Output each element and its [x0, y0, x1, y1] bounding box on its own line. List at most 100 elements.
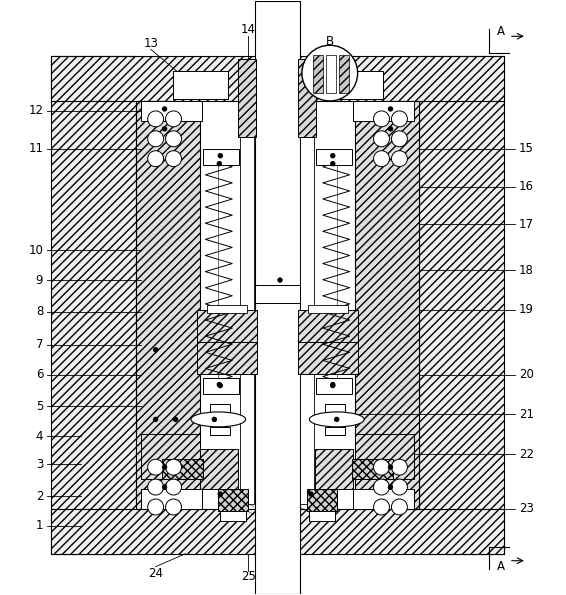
Text: 1: 1 [36, 519, 43, 533]
Text: 4: 4 [36, 430, 43, 443]
Bar [325, 427, 345, 436]
Bar [51, 56, 504, 101]
Circle shape [166, 499, 182, 515]
Circle shape [148, 459, 164, 475]
Bar [298, 342, 358, 374]
Bar [136, 101, 200, 509]
Bar [298, 310, 358, 342]
Circle shape [374, 499, 389, 515]
Bar [162, 459, 203, 479]
Bar [309, 511, 335, 521]
Text: 25: 25 [241, 570, 256, 583]
Bar [327, 71, 383, 99]
Bar [220, 511, 246, 521]
Text: 5: 5 [36, 400, 43, 413]
Text: B: B [325, 35, 334, 48]
Bar [51, 509, 504, 554]
Circle shape [166, 131, 182, 147]
Circle shape [162, 127, 166, 131]
Circle shape [388, 107, 392, 111]
Text: 6: 6 [36, 368, 43, 381]
Bar [338, 55, 349, 93]
Circle shape [153, 418, 157, 421]
Text: 7: 7 [36, 339, 43, 351]
Bar [238, 59, 256, 137]
Bar [298, 59, 316, 137]
Ellipse shape [310, 412, 364, 427]
Circle shape [278, 278, 282, 282]
Circle shape [374, 479, 389, 495]
Bar [51, 56, 136, 554]
Bar [313, 55, 323, 93]
Bar [351, 459, 393, 479]
Bar [355, 434, 414, 479]
Text: 24: 24 [148, 567, 163, 580]
Bar [198, 310, 257, 342]
Bar [300, 101, 314, 504]
Text: 20: 20 [519, 368, 534, 381]
Text: A: A [497, 25, 505, 38]
Circle shape [309, 492, 313, 496]
Circle shape [218, 492, 222, 496]
Circle shape [166, 151, 182, 167]
Circle shape [212, 418, 216, 421]
Text: 12: 12 [28, 104, 43, 117]
Circle shape [162, 107, 166, 111]
Text: 13: 13 [143, 37, 158, 50]
Bar [200, 449, 238, 489]
Circle shape [218, 384, 222, 387]
Circle shape [331, 162, 335, 165]
Circle shape [166, 459, 182, 475]
Bar [419, 56, 504, 554]
Bar [141, 434, 200, 479]
Bar [211, 427, 230, 436]
Circle shape [148, 499, 164, 515]
Bar [315, 449, 353, 489]
Circle shape [392, 479, 408, 495]
Circle shape [392, 111, 408, 127]
Circle shape [218, 154, 222, 158]
Bar [207, 305, 247, 313]
Circle shape [331, 383, 335, 387]
Bar [141, 101, 203, 121]
Circle shape [392, 499, 408, 515]
Text: 2: 2 [36, 490, 43, 503]
Circle shape [162, 485, 166, 489]
Bar [198, 342, 257, 374]
Circle shape [166, 479, 182, 495]
Bar [203, 378, 239, 393]
Text: 3: 3 [36, 458, 43, 471]
Text: 19: 19 [519, 303, 534, 317]
Bar [326, 55, 336, 93]
Bar [325, 405, 345, 412]
Bar [255, 285, 300, 303]
Bar [255, 1, 300, 594]
Text: 22: 22 [519, 447, 534, 461]
Circle shape [174, 418, 178, 421]
Bar [353, 101, 414, 121]
Circle shape [148, 111, 164, 127]
Circle shape [392, 151, 408, 167]
Text: 23: 23 [519, 502, 534, 515]
Text: 8: 8 [36, 305, 43, 318]
Text: 16: 16 [519, 180, 534, 193]
Circle shape [374, 459, 389, 475]
Bar [173, 71, 228, 99]
Bar [240, 101, 254, 504]
Circle shape [302, 45, 358, 101]
Bar [218, 489, 248, 511]
Text: 11: 11 [28, 142, 43, 155]
Circle shape [388, 485, 392, 489]
Circle shape [388, 465, 392, 469]
Circle shape [217, 162, 221, 165]
Text: 9: 9 [36, 274, 43, 287]
Bar [316, 378, 351, 393]
Circle shape [335, 418, 338, 421]
Bar [316, 149, 351, 165]
Circle shape [217, 383, 221, 387]
Circle shape [162, 465, 166, 469]
Text: 17: 17 [519, 218, 534, 231]
Circle shape [374, 151, 389, 167]
Ellipse shape [191, 412, 246, 427]
Bar [308, 305, 348, 313]
